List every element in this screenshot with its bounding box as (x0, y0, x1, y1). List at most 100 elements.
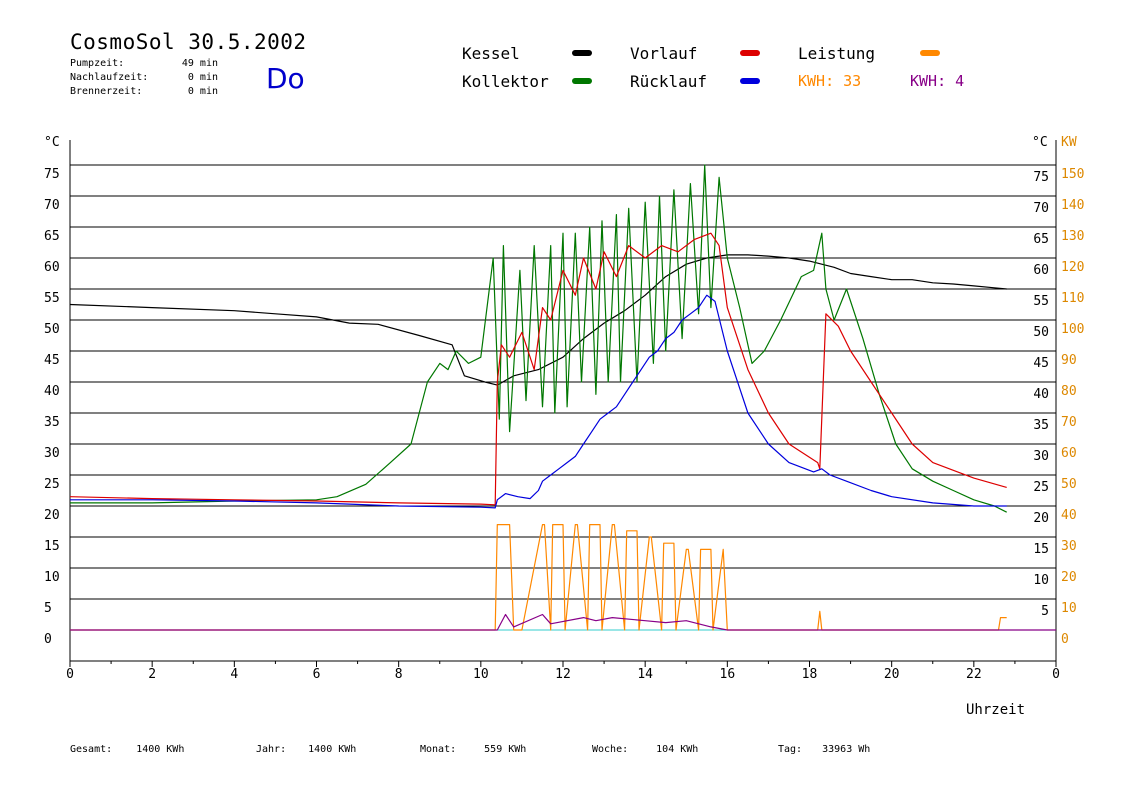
footer-label: Tag: (778, 744, 803, 755)
y-tick-label-right: 5 (1041, 604, 1049, 619)
power-tick-label: 0 (1061, 632, 1069, 647)
y-tick-label-right: 10 (1033, 573, 1049, 588)
chart-title: CosmoSol 30.5.2002 (70, 30, 307, 54)
footer-value: 104 KWh (656, 744, 699, 755)
footer-value: 1400 KWh (136, 744, 185, 755)
y-tick-label-right: 75 (1033, 170, 1049, 185)
tick-labels: 0 2 4 6 8 10 12 14 16 18 20 22 005101520253035404550… (44, 167, 1084, 682)
footer-jahr: Jahr: 1400 KWh (256, 744, 356, 755)
power-tick-label: 150 (1061, 167, 1084, 182)
info-value: 49 min (181, 58, 218, 69)
series-kollektor-line (70, 164, 1007, 513)
y-axis-label-left: °C (44, 135, 60, 150)
x-tick-label: 4 (230, 667, 238, 682)
x-tick-label: 16 (720, 667, 736, 682)
footer-label: Jahr: (256, 744, 287, 755)
info-value: 0 min (187, 86, 218, 97)
legend-swatch-kessel (572, 50, 592, 56)
legend-label-kessel: Kessel (462, 44, 520, 63)
y-tick-label-left: 10 (44, 570, 60, 585)
power-tick-label: 50 (1061, 477, 1077, 492)
info-pumpzeit: Pumpzeit: 49 min (70, 58, 218, 69)
footer-value: 1400 KWh (308, 744, 357, 755)
y-axis-label-right-temp: °C (1032, 135, 1048, 150)
power-tick-label: 140 (1061, 198, 1084, 213)
y-tick-label-left: 15 (44, 539, 60, 554)
footer-value: 33963 Wh (822, 744, 871, 755)
info-brennerzeit: Brennerzeit: 0 min (70, 86, 218, 97)
power-tick-label: 90 (1061, 353, 1077, 368)
y-tick-label-right: 65 (1033, 232, 1049, 247)
legend-swatch-vorlauf (740, 50, 760, 56)
y-tick-label-right: 20 (1033, 511, 1049, 526)
legend-swatch-kollektor (572, 78, 592, 84)
x-tick-label: 20 (884, 667, 900, 682)
y-tick-label-left: 65 (44, 229, 60, 244)
info-value: 0 min (187, 72, 218, 83)
footer-woche: Woche: 104 KWh (592, 744, 698, 755)
info-label: Brennerzeit: (70, 86, 143, 97)
power-tick-label: 70 (1061, 415, 1077, 430)
x-tick-label: 18 (802, 667, 818, 682)
power-tick-label: 40 (1061, 508, 1077, 523)
legend-label-ruecklauf: Rücklauf (630, 72, 708, 91)
x-axis-label: Uhrzeit (966, 702, 1026, 718)
x-tick-label: 12 (555, 667, 571, 682)
info-label: Pumpzeit: (70, 58, 125, 69)
x-tick-label: 14 (637, 667, 653, 682)
info-nachlaufzeit: Nachlaufzeit: 0 min (70, 72, 218, 83)
y-tick-label-left: 40 (44, 384, 60, 399)
footer-monat: Monat: 559 KWh (420, 744, 526, 755)
y-tick-label-left: 35 (44, 415, 60, 430)
series-vorlauf-line (69, 232, 1007, 506)
power-tick-label: 110 (1061, 291, 1084, 306)
legend-label-kollektor: Kollektor (462, 72, 549, 91)
footer-value: 559 KWh (484, 744, 527, 755)
y-tick-label-left: 60 (44, 260, 60, 275)
series-kessel-line (69, 254, 1007, 386)
y-tick-label-left: 20 (44, 508, 60, 523)
legend-label-vorlauf: Vorlauf (630, 44, 698, 63)
x-tick-label: 0 (66, 667, 74, 682)
kwh-purple: KWH: 4 (910, 72, 965, 90)
legend-label-leistung: Leistung (798, 44, 876, 63)
y-tick-label-left: 75 (44, 167, 60, 182)
y-tick-label-right: 55 (1033, 294, 1049, 309)
power-tick-label: 80 (1061, 384, 1077, 399)
power-tick-label: 100 (1061, 322, 1084, 337)
footer-label: Woche: (592, 744, 629, 755)
x-tick-label: 0 (1052, 667, 1060, 682)
x-tick-label: 2 (148, 667, 156, 682)
legend-swatch-ruecklauf (740, 78, 760, 84)
power-tick-label: 60 (1061, 446, 1077, 461)
legend-swatch-leistung (920, 50, 940, 56)
footer-gesamt: Gesamt: 1400 KWh (70, 744, 184, 755)
y-tick-label-right: 15 (1033, 542, 1049, 557)
series-kwh2-line (70, 613, 1056, 631)
axes (69, 140, 1057, 667)
info-label: Nachlaufzeit: (70, 72, 149, 83)
y-tick-label-right: 40 (1033, 387, 1049, 402)
kwh-orange: KWH: 33 (798, 72, 862, 90)
series-lines (69, 164, 1056, 631)
y-tick-label-left: 45 (44, 353, 60, 368)
footer-label: Gesamt: (70, 744, 113, 755)
y-tick-label-left: 55 (44, 291, 60, 306)
weekday-label: Do (266, 62, 305, 95)
y-tick-label-left: 30 (44, 446, 60, 461)
y-axis-label-right-power: KW (1061, 135, 1077, 150)
power-tick-label: 130 (1061, 229, 1084, 244)
y-tick-label-right: 60 (1033, 263, 1049, 278)
y-tick-label-right: 45 (1033, 356, 1049, 371)
power-tick-label: 120 (1061, 260, 1084, 275)
x-tick-label: 8 (395, 667, 403, 682)
series-r-cklauf-line (70, 294, 1007, 509)
y-tick-label-left: 25 (44, 477, 60, 492)
y-tick-label-left: 5 (44, 601, 52, 616)
y-tick-label-right: 70 (1033, 201, 1049, 216)
power-tick-label: 30 (1061, 539, 1077, 554)
y-tick-label-left: 70 (44, 198, 60, 213)
y-tick-label-right: 30 (1033, 449, 1049, 464)
x-tick-label: 22 (966, 667, 982, 682)
